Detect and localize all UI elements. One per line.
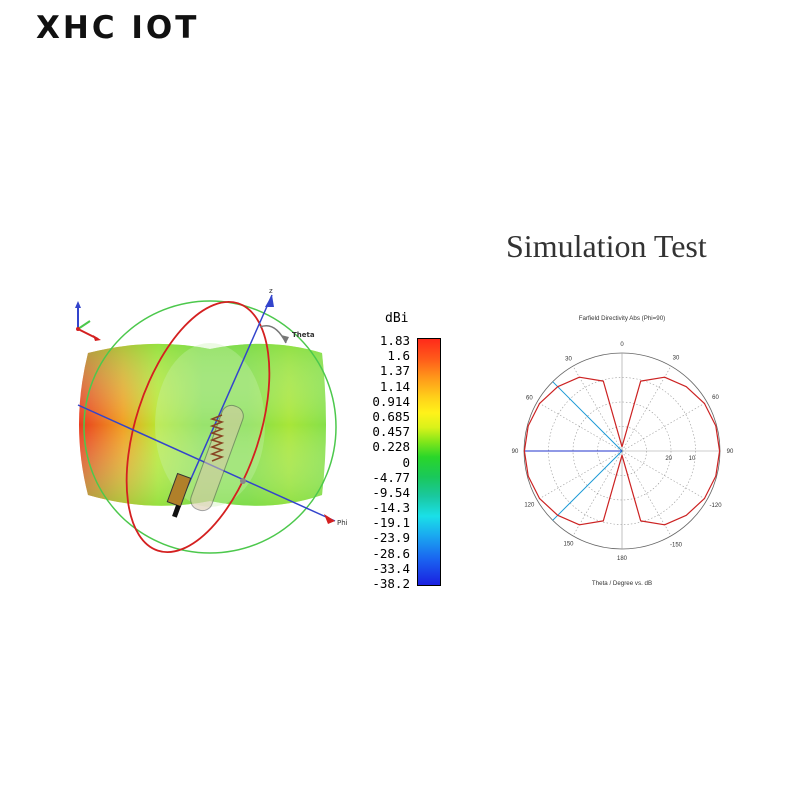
donut-pattern [79, 343, 326, 507]
colorbar-tick-label: 1.83 [379, 333, 410, 348]
polar-angle-tick: 0 [620, 342, 624, 348]
polar-radial-tick: 20 [665, 456, 672, 462]
polar-angle-tick: 90 [727, 449, 734, 455]
polar-xlabel: Theta / Degree vs. dB [592, 580, 652, 587]
colorbar-tick-label: 0.228 [372, 439, 410, 455]
polar-radial-tick: 10 [689, 456, 696, 462]
polar-angle-tick: -150 [670, 543, 683, 549]
section-title: Simulation Test [506, 228, 707, 264]
colorbar-tick-label: -4.77 [372, 469, 410, 485]
polar-spoke [572, 365, 623, 452]
polar-angle-tick: 30 [565, 356, 572, 362]
polar-angle-tick: 60 [712, 395, 719, 401]
polar-spoke [621, 450, 708, 501]
polar-series-line [523, 376, 721, 526]
polar-spoke [621, 365, 672, 452]
colorbar-tick-label: -9.54 [372, 484, 410, 500]
polar-angle-tick: -120 [710, 503, 723, 509]
colorbar-tick-label: 0 [402, 454, 410, 470]
antenna-model [166, 404, 244, 518]
red-elevation-ring [125, 300, 271, 554]
colorbar-tick-label: -14.3 [372, 500, 410, 516]
polar-spoke [621, 401, 708, 452]
colorbar-tick-label: -28.6 [372, 545, 410, 561]
polar-title: Farfield Directivity Abs (Phi=90) [579, 315, 665, 322]
axis-triad-icon [75, 301, 101, 341]
colorbar [417, 338, 441, 586]
colorbar-tick-label: -23.9 [372, 530, 410, 546]
phi-axis-arrow [324, 514, 335, 524]
colorbar-tick-label: 1.6 [387, 348, 410, 364]
polar-highlight-line [552, 381, 623, 452]
polar-angle-tick: 120 [524, 503, 535, 509]
polar-spoke [536, 401, 623, 452]
polar-angle-tick: 60 [526, 396, 533, 402]
colorbar-tick-label: 0.914 [372, 393, 410, 409]
polar-highlight-line [552, 450, 623, 521]
polar-chart: Farfield Directivity Abs (Phi=90) 0 30 60 90… [512, 315, 734, 587]
colorbar-tick-label: 0.685 [372, 408, 410, 424]
green-circle [83, 300, 337, 554]
phi-axis-label: Phi [337, 519, 348, 527]
colorbar-unit: dBi [385, 311, 409, 326]
polar-angle-tick: 30 [673, 355, 680, 361]
colorbar-tick-label: -19.1 [372, 515, 410, 531]
brand-logo: XHC IOT [36, 10, 200, 46]
z-axis-arrow [265, 295, 274, 307]
colorbar-tick-label: 0.457 [372, 424, 410, 440]
radiation-pattern-3d: Phi z Theta [75, 287, 348, 554]
polar-angle-tick: 150 [563, 542, 574, 548]
colorbar-tick-label: 1.14 [379, 378, 410, 394]
z-axis-label: z [269, 287, 273, 295]
polar-spoke [621, 450, 672, 537]
colorbar-tick-label: -33.4 [372, 560, 410, 576]
polar-angle-tick: 90 [512, 449, 519, 455]
polar-angle-tick: 180 [617, 556, 628, 562]
colorbar-tick-label: -38.2 [372, 576, 410, 591]
colorbar-tick-label: 1.37 [379, 363, 410, 379]
polar-spoke [572, 450, 623, 537]
polar-spoke [536, 450, 623, 501]
theta-label: Theta [292, 331, 315, 339]
